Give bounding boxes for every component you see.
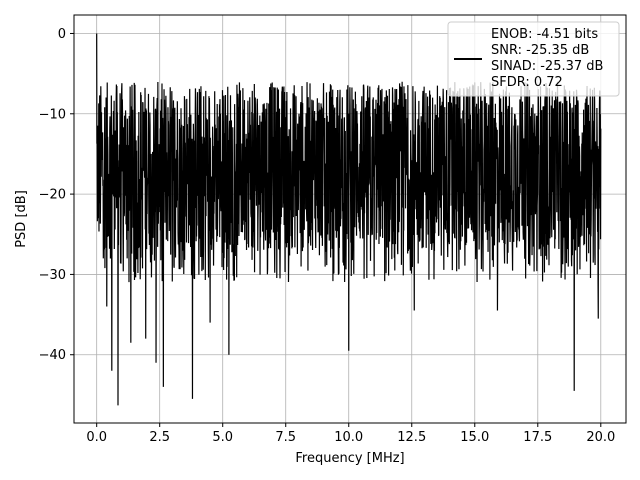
psd-series-line: [96, 33, 602, 406]
legend-entry-sfdr: SFDR: 0.72: [491, 75, 563, 90]
legend-entry-snr: SNR: -25.35 dB: [491, 43, 589, 58]
axes-frame: [73, 14, 627, 424]
x-tick-label: 2.5: [149, 430, 170, 445]
x-tick-label: 0.0: [86, 430, 107, 445]
x-tick-label: 5.0: [212, 430, 233, 445]
plot-area: [96, 33, 602, 406]
legend-entry-sinad: SINAD: -25.37 dB: [491, 59, 603, 74]
x-tick-label: 20.0: [586, 430, 615, 445]
x-tick-label: 12.5: [397, 430, 426, 445]
legend-entry-enob: ENOB: -4.51 bits: [491, 27, 598, 42]
legend-box: [447, 21, 620, 97]
y-tick-label: −30: [39, 268, 66, 283]
y-tick-label: −20: [39, 188, 66, 203]
y-axis-ticks: 0 −10 −20 −30 −40: [39, 27, 74, 363]
legend: ENOB: -4.51 bits SNR: -25.35 dB SINAD: -…: [447, 21, 620, 97]
y-axis-label: PSD [dB]: [14, 190, 29, 248]
x-tick-label: 17.5: [523, 430, 552, 445]
x-axis-label: Frequency [MHz]: [295, 451, 404, 466]
x-tick-label: 15.0: [460, 430, 489, 445]
x-axis-ticks: 0.0 2.5 5.0 7.5 10.0 12.5 15.0 17.5 20.0: [86, 423, 615, 445]
y-tick-label: 0: [58, 27, 66, 42]
x-tick-label: 10.0: [334, 430, 363, 445]
x-tick-label: 7.5: [275, 430, 296, 445]
y-tick-label: −40: [39, 348, 66, 363]
y-tick-label: −10: [39, 107, 66, 122]
